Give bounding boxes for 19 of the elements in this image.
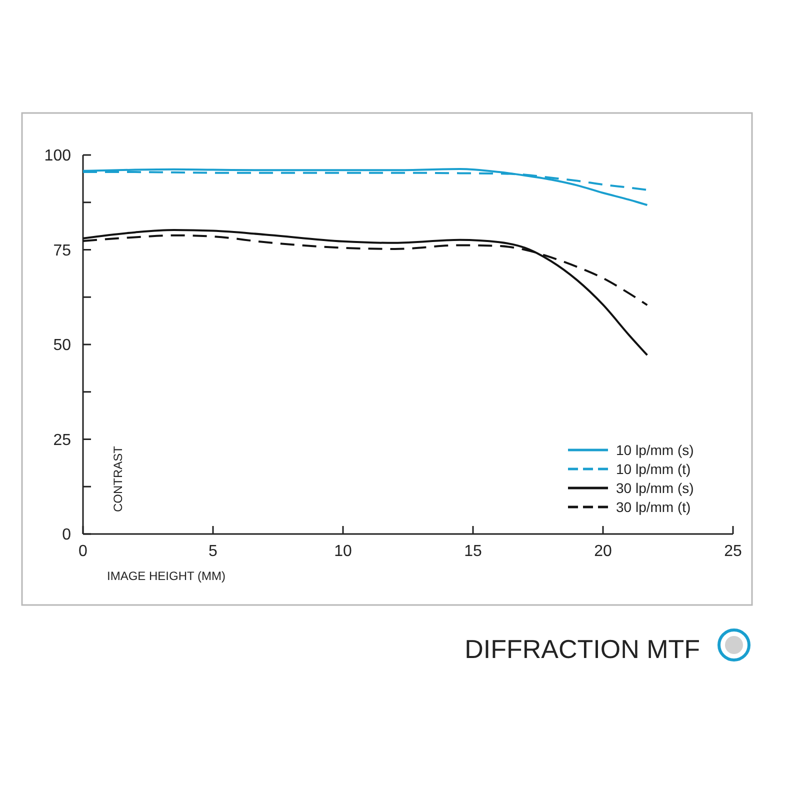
y-tick-label: 75 [53, 242, 72, 260]
x-tick-label: 5 [208, 543, 218, 560]
legend-label: 10 lp/mm (s) [616, 442, 694, 458]
y-tick-label: 0 [62, 526, 72, 544]
x-tick-label: 20 [594, 543, 612, 560]
x-tick-label: 10 [334, 543, 352, 560]
y-tick-label: 50 [53, 337, 72, 354]
x-tick-label: 15 [464, 543, 482, 560]
y-tick-label: 25 [53, 432, 72, 449]
y-axis-title: CONTRAST [111, 445, 125, 512]
y-tick-label: 100 [44, 148, 72, 165]
x-axis-title: IMAGE HEIGHT (MM) [107, 569, 226, 583]
legend-label: 30 lp/mm (t) [616, 498, 691, 515]
x-tick-label: 25 [724, 543, 742, 560]
text: DIFFRACTION MTF [464, 634, 700, 664]
line-series [82, 229, 648, 356]
x-tick-label: 0 [78, 543, 88, 560]
legend-label: 10 lp/mm (t) [616, 460, 691, 477]
legend-label: 30 lp/mm (s) [616, 480, 694, 496]
